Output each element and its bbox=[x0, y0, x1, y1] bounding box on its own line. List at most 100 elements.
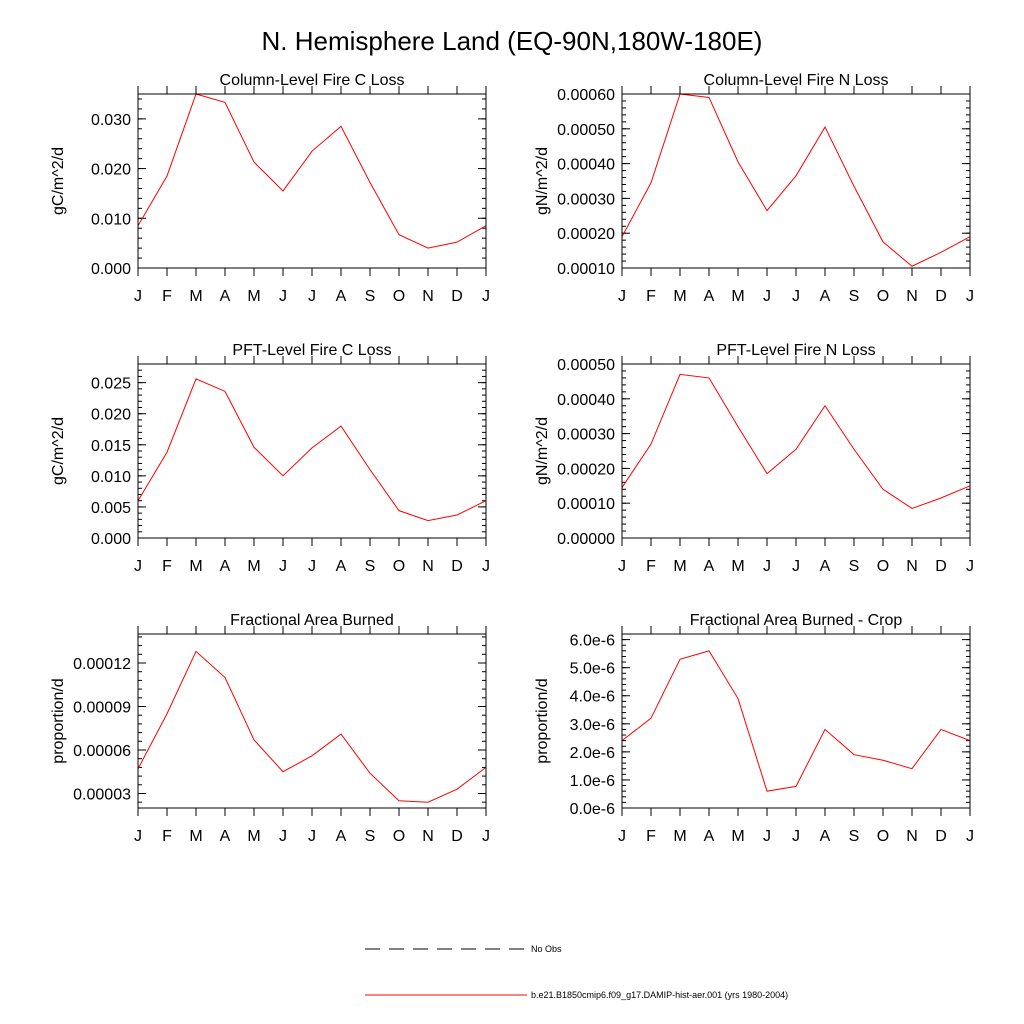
y-axis-label: gC/m^2/d bbox=[50, 147, 67, 215]
panel-fractional-area-burned: Fractional Area Burned proportion/d 0.0000… bbox=[50, 612, 490, 845]
y-tick-label: 0.00012 bbox=[73, 656, 131, 673]
y-tick-label: 0.000 bbox=[91, 531, 131, 548]
plot-frame bbox=[137, 93, 487, 269]
y-tick-label: 0.030 bbox=[91, 112, 131, 129]
main-title: N. Hemisphere Land (EQ-90N,180W-180E) bbox=[262, 26, 763, 56]
x-tick-label: J bbox=[482, 828, 490, 845]
x-tick-label: J bbox=[482, 288, 490, 305]
x-tick-label: J bbox=[279, 288, 287, 305]
plot-frame bbox=[137, 363, 487, 539]
x-tick-label: A bbox=[336, 288, 347, 305]
y-tick-label: 0.00003 bbox=[73, 787, 131, 804]
x-tick-label: J bbox=[482, 558, 490, 575]
x-tick-label: F bbox=[162, 558, 172, 575]
y-tick-label: 0.020 bbox=[91, 407, 131, 424]
x-tick-label: J bbox=[966, 558, 974, 575]
y-tick-label: 1.0e-6 bbox=[570, 773, 615, 790]
x-tick-label: S bbox=[849, 828, 860, 845]
x-tick-label: O bbox=[393, 288, 405, 305]
y-tick-label: 0.010 bbox=[91, 211, 131, 228]
x-tick-label: D bbox=[935, 558, 947, 575]
x-tick-label: A bbox=[220, 288, 231, 305]
x-tick-label: A bbox=[704, 558, 715, 575]
x-tick-label: J bbox=[763, 288, 771, 305]
x-tick-label: M bbox=[247, 828, 260, 845]
x-tick-label: F bbox=[162, 828, 172, 845]
x-tick-label: M bbox=[673, 288, 686, 305]
y-tick-label: 0.00040 bbox=[557, 157, 615, 174]
x-tick-label: M bbox=[247, 558, 260, 575]
x-tick-label: J bbox=[308, 558, 316, 575]
x-tick-label: A bbox=[336, 558, 347, 575]
plot-frame bbox=[621, 93, 971, 269]
y-tick-label: 0.00030 bbox=[557, 427, 615, 444]
x-tick-label: D bbox=[451, 828, 463, 845]
x-tick-label: J bbox=[134, 828, 142, 845]
x-tick-label: D bbox=[451, 558, 463, 575]
plot-frame bbox=[137, 633, 487, 809]
x-tick-label: O bbox=[877, 828, 889, 845]
series-line bbox=[621, 650, 971, 792]
y-tick-label: 0.0e-6 bbox=[570, 801, 615, 818]
panel-title: Fractional Area Burned - Crop bbox=[690, 612, 903, 629]
x-tick-label: A bbox=[820, 558, 831, 575]
y-tick-label: 0.010 bbox=[91, 469, 131, 486]
x-tick-label: J bbox=[618, 558, 626, 575]
series-line bbox=[137, 650, 487, 803]
x-tick-label: J bbox=[618, 828, 626, 845]
x-tick-label: F bbox=[162, 288, 172, 305]
x-tick-label: A bbox=[820, 288, 831, 305]
y-tick-label: 0.025 bbox=[91, 376, 131, 393]
x-tick-label: N bbox=[422, 828, 434, 845]
x-tick-label: M bbox=[189, 288, 202, 305]
panel-pft-fire-n-loss: PFT-Level Fire N Loss gN/m^2/d 0.00000 0.00… bbox=[534, 342, 974, 575]
y-tick-label: 2.0e-6 bbox=[570, 745, 615, 762]
y-tick-label: 0.00020 bbox=[557, 226, 615, 243]
x-tick-label: O bbox=[393, 828, 405, 845]
x-tick-label: S bbox=[365, 558, 376, 575]
x-tick-label: A bbox=[336, 828, 347, 845]
x-tick-label: M bbox=[731, 288, 744, 305]
panel-title: Fractional Area Burned bbox=[230, 612, 394, 629]
x-tick-label: J bbox=[792, 558, 800, 575]
legend-label-no-obs: No Obs bbox=[531, 944, 562, 954]
x-tick-label: M bbox=[731, 828, 744, 845]
x-tick-label: M bbox=[189, 558, 202, 575]
x-tick-label: J bbox=[308, 828, 316, 845]
x-tick-label: J bbox=[763, 828, 771, 845]
x-tick-label: N bbox=[906, 288, 918, 305]
x-tick-label: M bbox=[189, 828, 202, 845]
series-line bbox=[137, 93, 487, 249]
x-tick-label: N bbox=[422, 288, 434, 305]
x-tick-label: J bbox=[792, 288, 800, 305]
x-tick-label: F bbox=[646, 558, 656, 575]
x-tick-label: S bbox=[365, 828, 376, 845]
legend: No Obs b.e21.B1850cmip6.f09_g17.DAMIP-hi… bbox=[365, 944, 788, 1000]
y-tick-label: 5.0e-6 bbox=[570, 661, 615, 678]
series-line bbox=[621, 373, 971, 509]
x-tick-label: J bbox=[763, 558, 771, 575]
x-tick-label: A bbox=[220, 828, 231, 845]
x-tick-label: F bbox=[646, 828, 656, 845]
x-tick-label: S bbox=[365, 288, 376, 305]
x-tick-label: J bbox=[279, 828, 287, 845]
panel-title: PFT-Level Fire C Loss bbox=[232, 342, 391, 359]
panel-column-fire-c-loss: Column-Level Fire C Loss gC/m^2/d 0.000 0.0… bbox=[50, 72, 490, 305]
x-tick-label: O bbox=[877, 288, 889, 305]
x-tick-label: J bbox=[134, 288, 142, 305]
x-tick-label: F bbox=[646, 288, 656, 305]
panel-title: Column-Level Fire C Loss bbox=[220, 72, 405, 89]
x-tick-label: D bbox=[451, 288, 463, 305]
x-tick-label: S bbox=[849, 558, 860, 575]
series-line bbox=[137, 378, 487, 522]
x-tick-label: A bbox=[820, 828, 831, 845]
y-tick-label: 0.00020 bbox=[557, 461, 615, 478]
y-tick-label: 6.0e-6 bbox=[570, 633, 615, 650]
x-tick-label: J bbox=[966, 288, 974, 305]
y-tick-label: 0.005 bbox=[91, 500, 131, 517]
x-tick-label: O bbox=[393, 558, 405, 575]
y-axis-label: proportion/d bbox=[50, 678, 67, 763]
panel-fractional-area-burned-crop: Fractional Area Burned - Crop proportion/… bbox=[534, 612, 974, 845]
y-tick-label: 0.00006 bbox=[73, 743, 131, 760]
